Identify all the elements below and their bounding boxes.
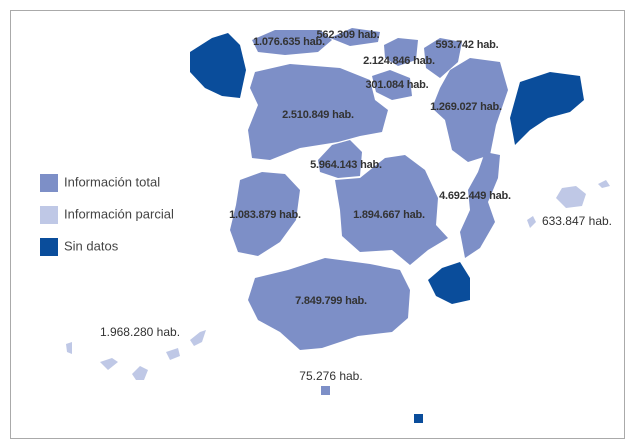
region-label: 7.849.799 hab. [295,295,367,307]
region-label: 1.968.280 hab. [100,325,180,339]
cataluna [510,72,584,145]
region-label: 1.269.027 hab. [430,101,502,113]
canarias-5 [190,330,206,346]
cantabria [330,28,380,46]
melilla [414,414,423,423]
region-label: 1.894.667 hab. [353,209,425,221]
andalucia [248,258,410,350]
legend-swatch [40,238,58,256]
castilla-y-leon [248,64,388,160]
pais-vasco [384,38,418,66]
mallorca [556,186,586,208]
galicia [190,33,246,98]
region-label: 562.309 hab. [316,29,379,41]
region-label: 75.276 hab. [299,369,362,383]
ceuta [321,386,330,395]
region-label: 2.510.849 hab. [282,109,354,121]
region-label: 1.076.635 hab. [253,36,325,48]
region-label: 301.084 hab. [365,79,428,91]
canarias-1 [66,342,72,354]
valencia [460,152,500,258]
murcia [428,262,470,304]
regions [66,28,610,423]
la-rioja [372,70,412,100]
navarra [424,38,462,78]
madrid [318,140,362,178]
region-label: 4.692.449 hab. [439,190,511,202]
region-label: 5.964.143 hab. [310,159,382,171]
region-label: 593.742 hab. [435,39,498,51]
ibiza [527,216,536,228]
region-label: 1.083.879 hab. [229,209,301,221]
legend-label: Sin datos [64,238,119,253]
canarias-2 [100,358,118,370]
castilla-la-mancha [335,155,448,265]
extremadura [230,172,300,256]
legend-label: Información total [64,174,160,189]
legend-swatch [40,174,58,192]
region-label: 633.847 hab. [542,214,612,228]
legend-label: Información parcial [64,206,174,221]
legend: Información total Información parcial Sin … [40,174,174,256]
canarias-3 [132,366,148,380]
canarias-4 [166,348,180,360]
menorca [598,180,610,188]
region-label: 2.124.846 hab. [363,55,435,67]
aragon [432,58,508,162]
legend-swatch [40,206,58,224]
asturias [252,30,332,55]
